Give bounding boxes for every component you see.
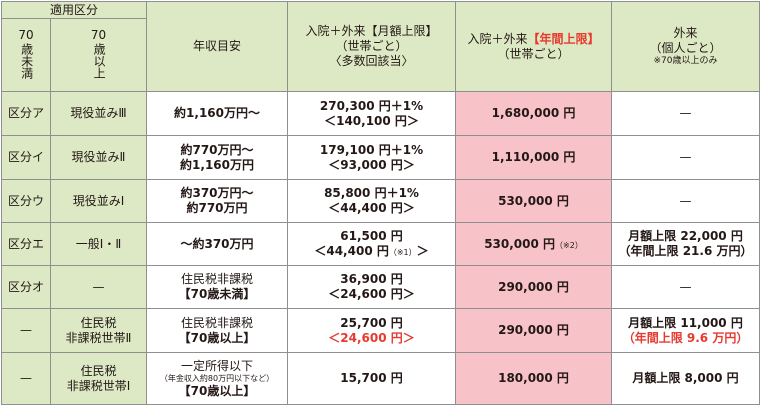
table-row: 区分ア 現役並みⅢ 約1,160万円～ 270,300 円＋1% ＜140,10… (1, 91, 761, 136)
outpatient-cell: — (611, 179, 761, 223)
outpatient-cell: 月額上限 8,000 円 (611, 352, 761, 405)
annual-cell: 180,000 円 (455, 352, 613, 405)
annual-cell: 1,110,000 円 (455, 135, 613, 180)
annual-cell: 290,000 円 (455, 308, 613, 353)
outpatient-cell: 月額上限 22,000 円 （年間上限 21.6 万円） (611, 222, 761, 266)
table-row: 区分オ — 住民税非課税 【70歳未満】 36,900 円 ＜24,600 円＞… (1, 265, 761, 309)
monthly-cell: 85,800 円＋1% ＜44,400 円＞ (287, 179, 457, 223)
over70-header: 70 歳以上 (49, 18, 148, 92)
monthly-cell: 36,900 円 ＜24,600 円＞ (287, 265, 457, 309)
income-cell: 約370万円～ 約770万円 (146, 179, 289, 223)
income-header: 年収目安 (146, 1, 289, 92)
over70-category: 住民税 非課税世帯Ⅱ (49, 308, 148, 353)
income-cell: 住民税非課税 【70歳未満】 (146, 265, 289, 309)
cost-limit-table: 適用区分 年収目安 入院＋外来【月額上限】 （世帯ごと） 〈多数回該当〉 入院＋… (0, 1, 761, 405)
over70-category: — (49, 265, 148, 309)
outpatient-header: 外来 （個人ごと） ※70歳以上のみ (611, 1, 761, 92)
income-cell: 一定所得以下 （年金収入約80万円以下など） 【70歳以上】 (146, 352, 289, 405)
over70-category: 現役並みⅠ (49, 179, 148, 223)
outpatient-cell: — (611, 91, 761, 136)
table-row: — 住民税 非課税世帯Ⅱ 住民税非課税 【70歳以上】 25,700 円 ＜24… (1, 308, 761, 353)
table-row: — 住民税 非課税世帯Ⅰ 一定所得以下 （年金収入約80万円以下など） 【70歳… (1, 352, 761, 405)
monthly-cell: 25,700 円 ＜24,600 円＞ (287, 308, 457, 353)
over70-category: 現役並みⅡ (49, 135, 148, 180)
under70-category: 区分イ (1, 135, 51, 180)
monthly-cell: 15,700 円 (287, 352, 457, 405)
over70-category: 一般Ⅰ・Ⅱ (49, 222, 148, 266)
annual-cell: 290,000 円 (455, 265, 613, 309)
under70-category: 区分オ (1, 265, 51, 309)
monthly-cell: 179,100 円＋1% ＜93,000 円＞ (287, 135, 457, 180)
outpatient-cell: — (611, 265, 761, 309)
under70-category: 区分エ (1, 222, 51, 266)
annual-cell: 1,680,000 円 (455, 91, 613, 136)
monthly-cell: 270,300 円＋1% ＜140,100 円＞ (287, 91, 457, 136)
outpatient-cell: — (611, 135, 761, 180)
category-header: 適用区分 (0, 1, 148, 19)
under70-category: 区分ウ (1, 179, 51, 223)
monthly-cell: 61,500 円 ＜44,400 円（※1）＞ (287, 222, 457, 266)
outpatient-cell: 月額上限 11,000 円 （年間上限 9.6 万円） (611, 308, 761, 353)
income-cell: 約770万円～ 約1,160万円 (146, 135, 289, 180)
table-row: 区分エ 一般Ⅰ・Ⅱ ～約370万円 61,500 円 ＜44,400 円（※1）… (1, 222, 761, 266)
income-cell: 約1,160万円～ (146, 91, 289, 136)
income-cell: 住民税非課税 【70歳以上】 (146, 308, 289, 353)
annual-cell: 530,000 円 (455, 179, 613, 223)
annual-cell: 530,000 円（※2） (455, 222, 613, 266)
table-row: 区分イ 現役並みⅡ 約770万円～ 約1,160万円 179,100 円＋1% … (1, 135, 761, 180)
table-row: 区分ウ 現役並みⅠ 約370万円～ 約770万円 85,800 円＋1% ＜44… (1, 179, 761, 223)
income-cell: ～約370万円 (146, 222, 289, 266)
over70-category: 住民税 非課税世帯Ⅰ (49, 352, 148, 405)
monthly-limit-header: 入院＋外来【月額上限】 （世帯ごと） 〈多数回該当〉 (287, 1, 457, 92)
under70-category: — (1, 352, 51, 405)
annual-limit-header: 入院＋外来【年間上限】 （世帯ごと） (455, 1, 613, 92)
under70-category: — (1, 308, 51, 353)
under70-category: 区分ア (1, 91, 51, 136)
over70-category: 現役並みⅢ (49, 91, 148, 136)
under70-header: 70 歳未満 (1, 18, 51, 92)
